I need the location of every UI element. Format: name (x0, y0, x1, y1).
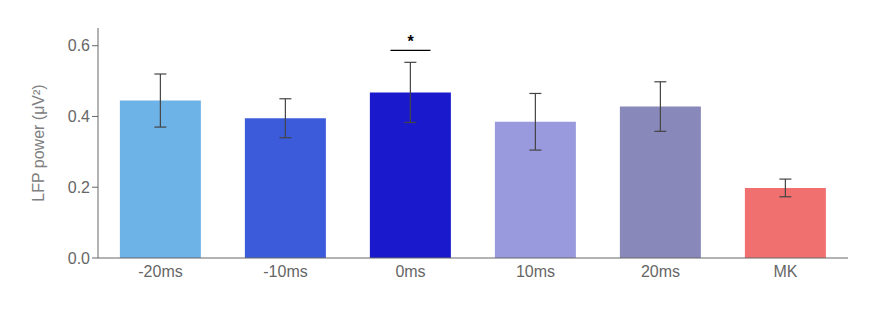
svg-text:0.0: 0.0 (68, 250, 90, 267)
svg-text:MK: MK (774, 263, 798, 280)
svg-text:*: * (407, 33, 414, 50)
svg-text:-20ms: -20ms (138, 263, 182, 280)
svg-text:10ms: 10ms (516, 263, 555, 280)
svg-text:0.2: 0.2 (68, 179, 90, 196)
svg-text:0.6: 0.6 (68, 37, 90, 54)
svg-text:LFP power (μV²): LFP power (μV²) (30, 84, 47, 201)
svg-text:-10ms: -10ms (263, 263, 307, 280)
svg-text:0ms: 0ms (395, 263, 425, 280)
svg-text:0.4: 0.4 (68, 108, 90, 125)
svg-text:20ms: 20ms (641, 263, 680, 280)
